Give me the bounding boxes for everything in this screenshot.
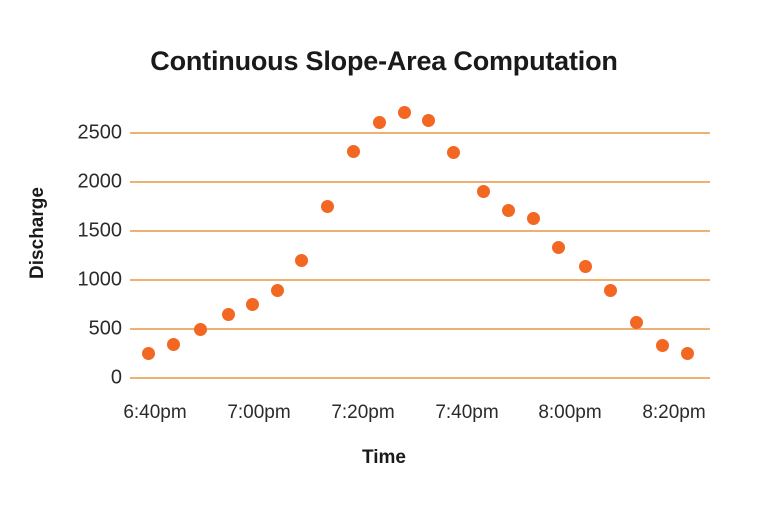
data-point <box>446 146 460 160</box>
y-axis-tick-labels: 0 500 1000 1500 2000 2500 <box>50 100 123 389</box>
gridline <box>130 132 710 134</box>
data-point <box>221 307 235 321</box>
gridline <box>130 279 710 281</box>
gridline <box>130 377 710 379</box>
data-point <box>270 284 284 298</box>
data-point <box>526 211 540 225</box>
data-point <box>294 253 308 267</box>
data-point <box>346 145 360 159</box>
x-axis-tick-labels: 6:40pm 7:00pm 7:20pm 7:40pm 8:00pm 8:20pm <box>123 402 710 428</box>
gridline <box>130 181 710 183</box>
data-point <box>578 259 592 273</box>
y-axis-tick-label: 2000 <box>77 170 123 193</box>
data-point <box>397 105 411 119</box>
data-point <box>655 339 669 353</box>
y-axis-title: Discharge <box>27 187 48 279</box>
plot-area <box>130 100 710 379</box>
data-point <box>629 315 643 329</box>
x-axis-tick-label: 8:20pm <box>642 402 706 423</box>
y-axis-tick-label: 1000 <box>77 268 123 291</box>
data-point <box>603 284 617 298</box>
data-point <box>501 203 515 217</box>
data-point <box>320 200 334 213</box>
chart-title: Continuous Slope-Area Computation <box>150 46 618 76</box>
gridline <box>130 328 710 330</box>
x-axis-tick-label: 6:40pm <box>123 402 187 423</box>
x-axis-tick-label: 7:00pm <box>227 402 291 423</box>
data-point <box>551 241 565 255</box>
gridline <box>130 230 710 232</box>
y-axis-tick-label: 1500 <box>77 219 123 242</box>
x-axis-title: Time <box>361 447 406 468</box>
data-point <box>166 338 180 352</box>
data-point <box>193 323 207 337</box>
data-point <box>421 113 435 127</box>
data-point <box>245 298 259 311</box>
y-axis-tick-label: 0 <box>110 366 122 389</box>
data-point <box>476 185 490 199</box>
y-axis-tick-label: 2500 <box>77 121 123 144</box>
x-axis-tick-label: 7:20pm <box>331 402 395 423</box>
x-axis-tick-label: 8:00pm <box>538 402 602 423</box>
data-point <box>372 115 386 129</box>
y-axis-tick-label: 500 <box>88 317 122 340</box>
data-point <box>680 347 694 361</box>
data-point <box>141 347 155 360</box>
x-axis-tick-label: 7:40pm <box>435 402 499 423</box>
